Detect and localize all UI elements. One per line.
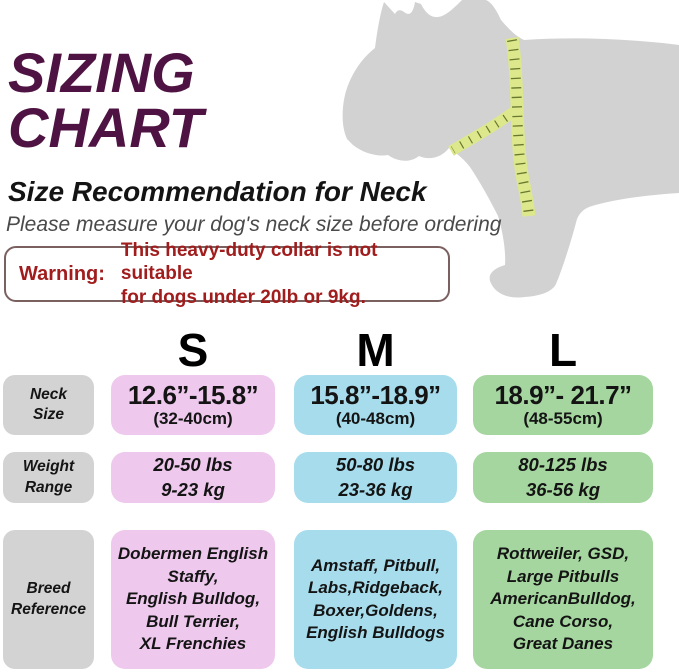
breed-cell-m: Amstaff, Pitbull, Labs,Ridgeback, Boxer,Go…	[294, 530, 457, 669]
row-label-neck-size: Neck Size	[3, 375, 94, 435]
row-label-weight-range: Weight Range	[3, 452, 94, 503]
row-label-breed-reference: Breed Reference	[3, 530, 94, 669]
dog-silhouette-illustration	[342, 0, 679, 298]
column-header-s: S	[177, 324, 209, 376]
title-line-2: CHART	[8, 95, 203, 159]
measuring-tape-icon	[448, 36, 536, 217]
neck-inches-l: 18.9”- 21.7”	[494, 380, 632, 411]
warning-label: Warning:	[19, 262, 105, 285]
weight-cell-s: 20-50 lbs 9-23 kg	[111, 452, 275, 503]
neck-inches-s: 12.6”-15.8”	[127, 380, 259, 411]
title-line-1: SIZING	[8, 41, 195, 104]
neck-cm-s: (32-40cm)	[153, 408, 233, 428]
tape-branch-strip	[448, 105, 520, 156]
neck-cm-m: (40-48cm)	[335, 408, 416, 428]
weight-cell-l: 80-125 lbs 36-56 kg	[473, 452, 653, 503]
measurement-note: Please measure your dog's neck size befo…	[6, 213, 502, 236]
dog-body-shape	[342, 0, 679, 298]
neck-size-cell-s: 12.6”-15.8” (32-40cm)	[111, 375, 275, 435]
page-title: SIZING CHART	[8, 41, 203, 159]
neck-size-cell-m: 15.8”-18.9” (40-48cm)	[294, 375, 457, 435]
neck-size-cell-l: 18.9”- 21.7” (48-55cm)	[473, 375, 653, 435]
column-header-l: L	[548, 324, 578, 376]
subtitle: Size Recommendation for Neck	[8, 176, 427, 207]
weight-cell-m: 50-80 lbs 23-36 kg	[294, 452, 457, 503]
breed-cell-l: Rottweiler, GSD, Large Pitbulls AmericanBu…	[473, 530, 653, 669]
warning-message: This heavy-duty collar is not suitable fo…	[120, 240, 378, 308]
neck-cm-l: (48-55cm)	[523, 408, 603, 428]
column-header-m: M	[356, 324, 395, 376]
tape-strip	[505, 36, 536, 217]
neck-inches-m: 15.8”-18.9”	[310, 380, 441, 411]
breed-cell-s: Dobermen English Staffy, English Bulldog, B…	[111, 530, 275, 669]
warning-box: Warning: This heavy-duty collar is not s…	[4, 240, 450, 308]
